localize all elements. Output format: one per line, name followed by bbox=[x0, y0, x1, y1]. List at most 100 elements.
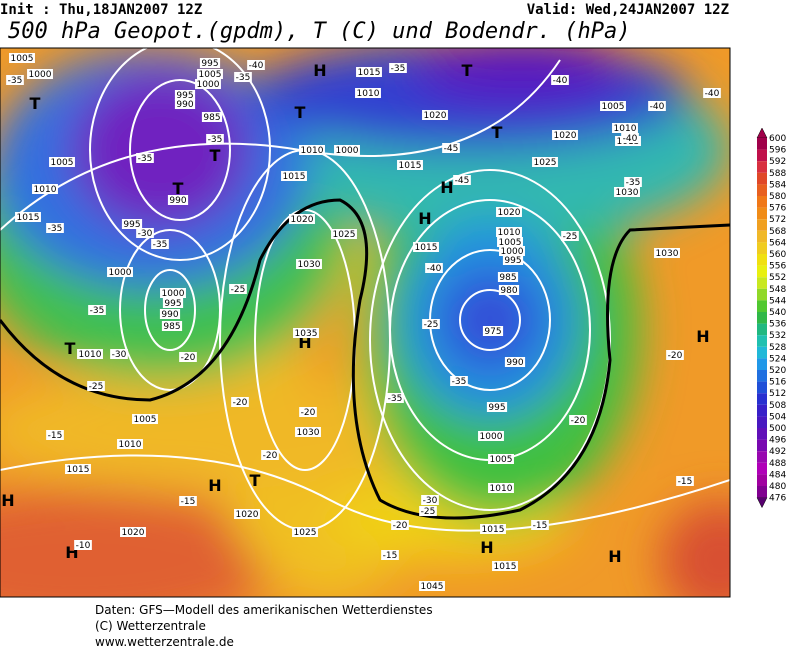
isobar-label-box bbox=[292, 527, 318, 537]
colorbar-cell bbox=[757, 358, 767, 370]
isobar-label: 995 bbox=[504, 256, 521, 266]
temperature-label: -15 bbox=[48, 431, 63, 441]
colorbar-cell bbox=[757, 207, 767, 220]
isobar-label: 1015 bbox=[358, 68, 381, 78]
colorbar-label: 584 bbox=[769, 180, 786, 190]
colorbar-label: 576 bbox=[769, 204, 786, 214]
temperature-label-box bbox=[453, 175, 471, 185]
isobar-label: 1025 bbox=[294, 528, 317, 538]
temperature-label: -15 bbox=[533, 521, 548, 531]
isobar-label: 1010 bbox=[301, 146, 324, 156]
colorbar-cell bbox=[757, 184, 767, 196]
isobar-label: 990 bbox=[161, 310, 178, 320]
colorbar-label: 532 bbox=[769, 331, 786, 341]
colorbar-cell bbox=[757, 393, 767, 405]
colorbar-cell bbox=[757, 254, 767, 266]
isobar-label-box bbox=[174, 99, 196, 109]
isobar-label: 1010 bbox=[498, 228, 521, 238]
colorbar-end bbox=[756, 497, 768, 509]
colorbar-cell bbox=[757, 381, 767, 394]
isobar-label: 1020 bbox=[424, 111, 447, 121]
colorbar-cell bbox=[757, 451, 767, 463]
isobar-label-box bbox=[174, 90, 196, 100]
temperature-label-box bbox=[231, 397, 249, 407]
pressure-center: H bbox=[418, 209, 431, 228]
temperature-label-box bbox=[6, 75, 24, 85]
isobar-label: 995 bbox=[164, 299, 181, 309]
isobar-label-box bbox=[162, 298, 184, 308]
temperature-label-box bbox=[151, 239, 169, 249]
temperature-label-box bbox=[422, 319, 440, 329]
isobar-label-box bbox=[197, 69, 223, 79]
isobar-label: 990 bbox=[176, 100, 193, 110]
colorbar-cell bbox=[757, 439, 767, 452]
isobar-label-box bbox=[397, 160, 423, 170]
colorbar-cell bbox=[757, 428, 767, 440]
temperature-label-box bbox=[88, 305, 106, 315]
isobar-label-box bbox=[117, 439, 143, 449]
temperature-label-box bbox=[648, 101, 666, 111]
isobar-label-box bbox=[422, 110, 448, 120]
isobar-label-box bbox=[120, 527, 146, 537]
isobar-label-box bbox=[532, 157, 558, 167]
colorbar-end bbox=[756, 127, 768, 139]
temperature-label-box bbox=[136, 228, 154, 238]
colorbar-cell bbox=[757, 161, 767, 173]
isobar-label: 1045 bbox=[421, 582, 444, 592]
isobar-label-box bbox=[77, 349, 103, 359]
isobar-label-box bbox=[498, 285, 520, 295]
isobar-label: 1030 bbox=[298, 260, 321, 270]
temperature-label: -35 bbox=[208, 135, 223, 145]
colorbar-cell bbox=[757, 416, 767, 428]
colorbar-label: 548 bbox=[769, 285, 786, 295]
colorbar-cell bbox=[757, 265, 767, 278]
temperature-label: -40 bbox=[623, 134, 638, 144]
temperature-label: -40 bbox=[705, 89, 720, 99]
isobar-label: 1010 bbox=[34, 185, 57, 195]
isobar-label-box bbox=[121, 219, 143, 229]
temperature-label: -30 bbox=[138, 229, 153, 239]
isobar-label: 1005 bbox=[602, 102, 625, 112]
isobar-label-box bbox=[499, 246, 525, 256]
colorbar-label: 592 bbox=[769, 157, 786, 167]
isobar-label: 980 bbox=[500, 286, 517, 296]
isobar-label-box bbox=[488, 483, 514, 493]
temperature-label: -15 bbox=[181, 497, 196, 507]
colorbar-cell bbox=[757, 300, 767, 312]
isobar-label: 995 bbox=[201, 59, 218, 69]
colorbar-cell bbox=[757, 370, 767, 382]
isobar-label: 1020 bbox=[122, 528, 145, 538]
colorbar-label: 520 bbox=[769, 366, 786, 376]
pressure-center: H bbox=[480, 538, 493, 557]
isobar-label: 995 bbox=[488, 403, 505, 413]
colorbar-cell bbox=[757, 474, 767, 486]
colorbar-label: 600 bbox=[769, 134, 786, 144]
isobar-label-box bbox=[497, 272, 519, 282]
isobar-label-box bbox=[167, 195, 189, 205]
footer-line: Daten: GFS—Modell des amerikanischen Wet… bbox=[95, 603, 433, 617]
temperature-label: -25 bbox=[89, 382, 104, 392]
colorbar-cell bbox=[757, 230, 767, 243]
pressure-center: T bbox=[210, 146, 221, 165]
colorbar-cell bbox=[757, 288, 767, 301]
colorbar-label: 596 bbox=[769, 146, 786, 156]
isobar-label: 1015 bbox=[67, 465, 90, 475]
isobar-label-box bbox=[296, 259, 322, 269]
isobar-label: 1025 bbox=[534, 158, 557, 168]
isobar-label-box bbox=[49, 157, 75, 167]
colorbar-cell bbox=[757, 219, 767, 231]
temperature-label-box bbox=[179, 496, 197, 506]
isobar-label: 1030 bbox=[656, 249, 679, 259]
colorbar-label: 540 bbox=[769, 308, 786, 318]
isobar-label: 1005 bbox=[490, 455, 513, 465]
colorbar-label: 496 bbox=[769, 436, 786, 446]
isobar-label-box bbox=[159, 309, 181, 319]
colorbar-label: 500 bbox=[769, 424, 786, 434]
pressure-center: H bbox=[440, 178, 453, 197]
temperature-label: -30 bbox=[423, 496, 438, 506]
isobar-label: 1020 bbox=[498, 208, 521, 218]
temperature-label: -15 bbox=[678, 477, 693, 487]
isobar-label: 1015 bbox=[399, 161, 422, 171]
isobar-label: 1020 bbox=[291, 215, 314, 225]
temperature-label-box bbox=[703, 88, 721, 98]
